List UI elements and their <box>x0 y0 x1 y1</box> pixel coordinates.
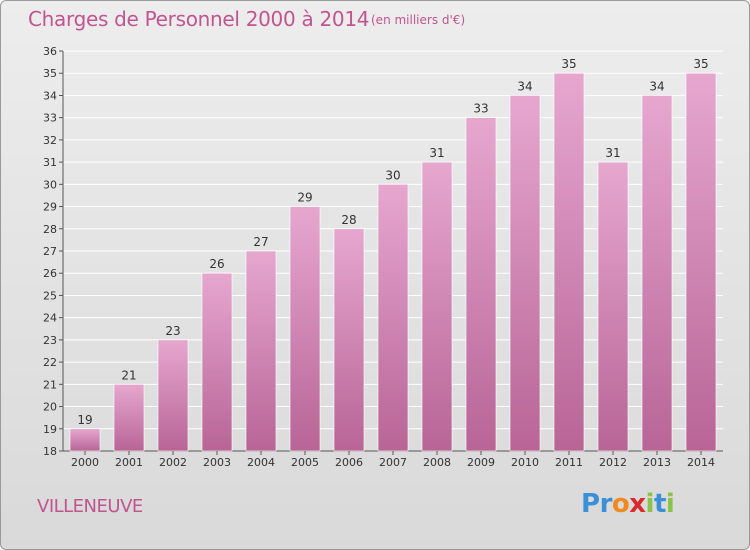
y-tick-label: 25 <box>43 289 57 302</box>
data-label: 19 <box>77 413 92 427</box>
y-tick-label: 35 <box>43 67 57 80</box>
bar <box>333 228 365 452</box>
data-label: 35 <box>693 57 708 71</box>
bar <box>641 95 673 452</box>
chart-subtitle: (en milliers d'€) <box>371 13 466 27</box>
bar <box>157 339 189 452</box>
data-label: 26 <box>209 257 224 271</box>
y-tick-label: 28 <box>43 223 57 236</box>
y-tick-label: 29 <box>43 201 57 214</box>
logo-letter: r <box>599 489 613 519</box>
bar <box>509 95 541 452</box>
data-label: 31 <box>605 146 620 160</box>
x-tick-label: 2000 <box>71 456 99 469</box>
data-label: 34 <box>517 79 532 93</box>
x-tick-label: 2009 <box>467 456 495 469</box>
y-tick-label: 26 <box>43 267 57 280</box>
x-tick-label: 2010 <box>511 456 539 469</box>
data-label: 28 <box>341 213 356 227</box>
y-tick-label: 32 <box>43 134 57 147</box>
data-label: 33 <box>473 102 488 116</box>
x-tick-label: 2008 <box>423 456 451 469</box>
x-tick-label: 2014 <box>687 456 715 469</box>
y-tick-label: 24 <box>43 312 57 325</box>
y-tick-label: 19 <box>43 423 57 436</box>
data-label: 27 <box>253 235 268 249</box>
chart-title: Charges de Personnel 2000 à 2014 <box>28 7 370 31</box>
bar <box>421 161 453 452</box>
data-label: 31 <box>429 146 444 160</box>
commune-name: VILLENEUVE <box>37 496 143 517</box>
bar <box>597 161 629 452</box>
logo-letter: t <box>653 489 666 519</box>
bar <box>201 272 233 452</box>
data-label: 23 <box>165 324 180 338</box>
logo-letter: i <box>665 489 675 519</box>
bar <box>465 117 497 452</box>
y-tick-label: 22 <box>43 356 57 369</box>
x-tick-label: 2012 <box>599 456 627 469</box>
data-label: 21 <box>121 368 136 382</box>
bar <box>685 72 717 452</box>
x-tick-label: 2004 <box>247 456 275 469</box>
y-tick-label: 30 <box>43 178 57 191</box>
y-tick-label: 23 <box>43 334 57 347</box>
x-tick-label: 2013 <box>643 456 671 469</box>
logo-letter: x <box>629 489 646 519</box>
y-tick-label: 34 <box>43 89 57 102</box>
logo-letter: P <box>581 489 600 519</box>
y-tick-label: 18 <box>43 445 57 458</box>
y-tick-label: 27 <box>43 245 57 258</box>
y-tick-label: 36 <box>43 45 57 58</box>
bar <box>289 206 321 452</box>
x-tick-label: 2011 <box>555 456 583 469</box>
y-tick-label: 33 <box>43 112 57 125</box>
bar <box>69 428 101 452</box>
data-label: 34 <box>649 79 664 93</box>
y-tick-label: 21 <box>43 378 57 391</box>
x-tick-label: 2001 <box>115 456 143 469</box>
bar <box>377 184 409 452</box>
bar <box>553 72 585 452</box>
x-tick-label: 2002 <box>159 456 187 469</box>
data-label: 30 <box>385 168 400 182</box>
data-label: 35 <box>561 57 576 71</box>
y-tick-label: 20 <box>43 401 57 414</box>
y-tick-label: 31 <box>43 156 57 169</box>
logo-letter: o <box>611 489 630 519</box>
x-tick-label: 2007 <box>379 456 407 469</box>
logo-letter: i <box>645 489 655 519</box>
x-tick-label: 2005 <box>291 456 319 469</box>
proxiti-logo: Proxiti <box>581 489 675 519</box>
x-tick-label: 2006 <box>335 456 363 469</box>
data-label: 29 <box>297 191 312 205</box>
bar <box>245 250 277 452</box>
bar <box>113 384 145 452</box>
x-tick-label: 2003 <box>203 456 231 469</box>
